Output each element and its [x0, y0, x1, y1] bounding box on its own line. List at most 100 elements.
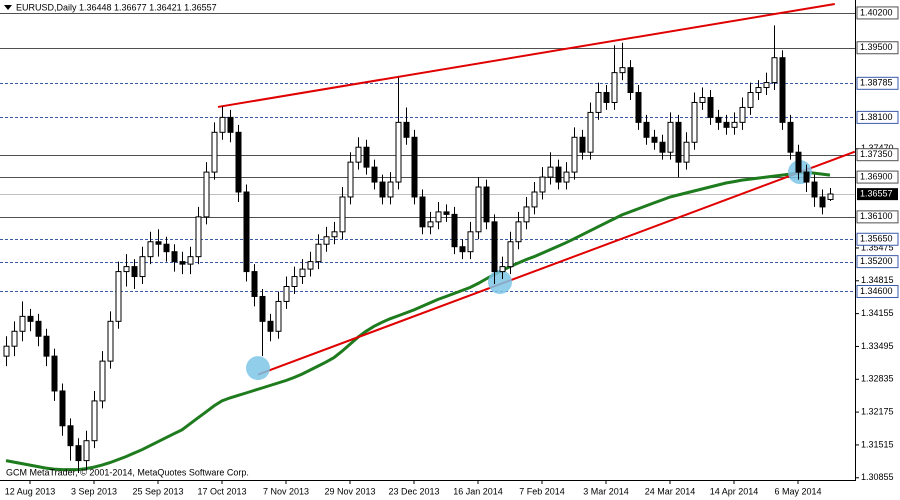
candle-body: [419, 196, 426, 228]
candle-body: [667, 121, 674, 153]
candle-body: [627, 67, 634, 94]
candle-body: [587, 111, 594, 153]
level-box: [856, 148, 899, 162]
x-tick-label: 24 Mar 2014: [645, 486, 696, 496]
candle-body: [715, 116, 722, 123]
candle-body: [515, 221, 522, 243]
candle-body: [411, 136, 418, 198]
candle-body: [331, 231, 338, 238]
candle-body: [19, 315, 26, 332]
candle-body: [699, 96, 706, 103]
candle-body: [75, 445, 82, 462]
candle-body: [51, 355, 58, 392]
x-tick-label: 6 May 2014: [774, 486, 821, 496]
candle-body: [283, 286, 290, 302]
current-price-box: [857, 188, 898, 201]
candle-body: [491, 221, 498, 273]
candle-body: [683, 141, 690, 163]
candle-body: [787, 121, 794, 153]
candle-body: [507, 241, 514, 268]
candle-body: [635, 92, 642, 123]
level-box: [856, 76, 899, 90]
candle-body: [43, 335, 50, 357]
candle-body: [747, 92, 754, 108]
candle-body: [603, 92, 610, 103]
copyright: GCM MetaTrader, © 2001-2014, MetaQuotes …: [6, 467, 249, 477]
level-label: 1.38100: [860, 112, 893, 122]
candle-body: [371, 166, 378, 183]
candle-body: [795, 151, 802, 173]
level-label: 1.36900: [860, 171, 893, 181]
x-tick-label: 3 Sep 2013: [71, 486, 117, 496]
candle-body: [11, 330, 18, 347]
candle-body: [3, 345, 10, 357]
candle-body: [659, 141, 666, 153]
candle-body: [123, 266, 130, 273]
candle-body: [675, 121, 682, 163]
candle-body: [643, 121, 650, 138]
level-box: [856, 41, 899, 55]
plot-area: [0, 2, 856, 474]
candle-body: [571, 136, 578, 173]
candle-body: [563, 171, 570, 183]
candle-body: [227, 116, 234, 133]
candle-body: [91, 400, 98, 442]
candle-body: [187, 256, 194, 265]
candle-body: [435, 211, 442, 223]
candle-body: [235, 131, 242, 193]
candle-body: [403, 121, 410, 138]
candle-body: [651, 136, 658, 143]
candle-body: [483, 186, 490, 223]
candle-body: [211, 131, 218, 173]
level-box: [856, 255, 899, 269]
level-box: [856, 232, 899, 246]
candle-body: [731, 121, 738, 128]
candle-body: [475, 186, 482, 233]
candle-body: [395, 121, 402, 183]
y-tick-label: 1.35475: [861, 242, 894, 252]
y-tick-label: 1.34155: [861, 308, 894, 318]
x-tick-label: 23 Dec 2013: [388, 486, 439, 496]
candle-body: [531, 191, 538, 208]
current-price-label: 1.36557: [860, 189, 893, 199]
candle-body: [115, 271, 122, 322]
trendline: [257, 150, 856, 376]
candle-body: [467, 231, 474, 253]
candle-body: [315, 243, 322, 263]
y-tick-label: 1.33495: [861, 341, 894, 351]
level-box: [856, 284, 899, 298]
candle-body: [363, 146, 370, 168]
candle-body: [819, 196, 826, 208]
candle-body: [307, 261, 314, 270]
level-label: 1.35650: [860, 234, 893, 244]
y-tick-label: 1.30855: [861, 472, 894, 482]
level-label: 1.40200: [860, 7, 893, 17]
candle-body: [67, 425, 74, 447]
y-tick-label: 1.31515: [861, 439, 894, 449]
x-tick-label: 12 Aug 2013: [5, 486, 56, 496]
candle-body: [203, 171, 210, 218]
candle-body: [147, 241, 154, 258]
candle-body: [611, 72, 618, 103]
highlight-circle: [488, 270, 512, 295]
candle-body: [523, 206, 530, 223]
level-label: 1.38785: [860, 78, 893, 88]
level-box: [856, 6, 899, 20]
candle-body: [299, 268, 306, 278]
y-tick-label: 1.34815: [861, 275, 894, 285]
candle-body: [171, 251, 178, 263]
candle-body: [323, 236, 330, 245]
candle-body: [539, 176, 546, 193]
candle-body: [387, 181, 394, 198]
candle-body: [59, 390, 66, 427]
candle-body: [619, 67, 626, 74]
candle-body: [83, 440, 90, 462]
candle-body: [811, 181, 818, 198]
candle-body: [451, 213, 458, 248]
candle-body: [379, 181, 386, 198]
candle-body: [195, 216, 202, 258]
x-tick-label: 29 Nov 2013: [324, 486, 375, 496]
menu-arrow: [4, 5, 12, 10]
